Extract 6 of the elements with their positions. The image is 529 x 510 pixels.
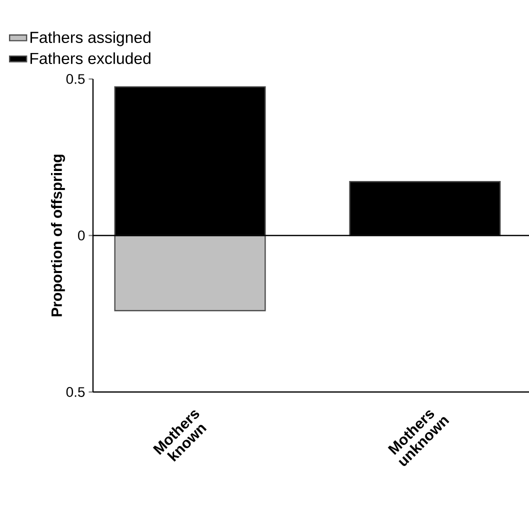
y-axis-title: Proportion of offspring xyxy=(51,154,66,316)
y-tick-label: 0.5 xyxy=(66,74,85,84)
legend-label: Fathers assigned xyxy=(30,31,150,46)
legend-label: Fathers excluded xyxy=(30,52,150,64)
y-tick-label: 0 xyxy=(78,230,85,240)
y-tick-label: 0.5 xyxy=(66,387,85,397)
